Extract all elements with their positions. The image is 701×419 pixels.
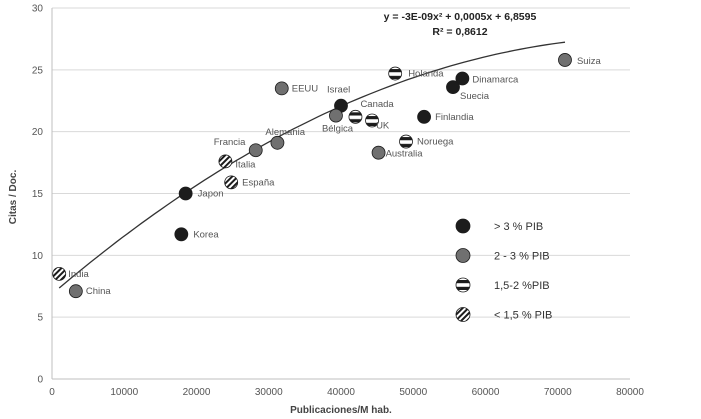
point-noruega: [399, 134, 413, 149]
y-tick-label: 30: [32, 4, 44, 15]
label-israel: Israel: [327, 85, 350, 96]
label-francia: Francia: [214, 137, 246, 148]
label-finlandia: Finlandia: [435, 112, 474, 123]
legend: > 3 % PIB 2 - 3 % PIB 1,5-2 %PIB < 1,5 % PI…: [455, 218, 552, 322]
legend-label-b23: 2 - 3 % PIB: [494, 251, 550, 263]
y-tick-label: 15: [32, 189, 44, 200]
point-eeuu: [274, 81, 289, 96]
y-tick-label: 20: [32, 127, 44, 138]
label-suiza: Suiza: [577, 56, 601, 67]
point-china: [68, 284, 83, 299]
label-japon: Japon: [198, 189, 224, 200]
legend-label-lt15: < 1,5 % PIB: [494, 310, 552, 322]
axes: [51, 8, 630, 380]
y-tick-label: 10: [32, 251, 44, 262]
label-italia: Italia: [235, 159, 256, 170]
x-tick-label: 60000: [472, 387, 500, 398]
label-eeuu: EEUU: [292, 83, 319, 94]
point-francia: [248, 143, 263, 158]
y-tick-label: 0: [37, 375, 43, 386]
legend-marker-b152: [455, 277, 471, 293]
x-tick-label: 0: [49, 387, 55, 398]
point-japon: [178, 186, 193, 201]
y-tick-label: 5: [37, 313, 43, 324]
trendline: [58, 41, 566, 289]
legend-marker-lt15: [455, 307, 471, 322]
y-tick-label: 25: [32, 65, 44, 76]
x-tick-label: 40000: [327, 387, 355, 398]
point-italia: [218, 154, 233, 169]
point-india: [52, 266, 67, 281]
label-india: India: [68, 269, 89, 280]
data-points: [52, 53, 572, 299]
legend-marker-gt3: [455, 218, 471, 234]
point-finlandia: [417, 109, 431, 124]
point-holanda: [388, 66, 403, 81]
point-alemania: [270, 135, 285, 150]
label-suecia: Suecia: [460, 91, 490, 102]
legend-marker-b23: [455, 248, 471, 263]
y-axis-title: Citas / Doc.: [8, 170, 19, 225]
point-españa: [224, 175, 239, 190]
label-uk: UK: [376, 121, 390, 132]
x-tick-label: 50000: [399, 387, 427, 398]
legend-label-gt3: > 3 % PIB: [494, 221, 543, 233]
point-dinamarca: [455, 71, 470, 86]
label-holanda: Holanda: [408, 69, 444, 80]
x-axis-title: Publicaciones/M hab.: [290, 405, 392, 416]
point-canada: [348, 109, 363, 124]
label-noruega: Noruega: [417, 137, 454, 148]
trendline-r-squared: R² = 0,8612: [432, 26, 487, 38]
x-tick-label: 10000: [110, 387, 138, 398]
label-canada: Canada: [360, 99, 394, 110]
x-tick-label: 70000: [544, 387, 572, 398]
label-korea: Korea: [193, 229, 219, 240]
point-labels: India China Korea Japon Italia España Francia A…: [68, 56, 601, 297]
y-tick-labels: 0 5 10 15 20 25 30: [32, 4, 44, 386]
point-suecia: [446, 80, 460, 95]
label-españa: España: [242, 177, 275, 188]
label-china: China: [86, 286, 112, 297]
label-alemania: Alemania: [265, 127, 305, 138]
point-bélgica: [329, 108, 343, 123]
label-australia: Australia: [386, 149, 424, 160]
x-tick-labels: 0 10000 20000 30000 40000 50000 60000 70000 8000…: [49, 387, 644, 398]
label-dinamarca: Dinamarca: [472, 74, 519, 85]
label-bélgica: Bélgica: [322, 124, 354, 135]
gridlines: [52, 7, 630, 318]
x-tick-label: 80000: [616, 387, 644, 398]
point-uk: [365, 113, 379, 128]
trendline-equation: y = -3E-09x² + 0,0005x + 6,8595: [384, 11, 537, 23]
point-suiza: [558, 53, 572, 67]
point-australia: [371, 145, 386, 160]
x-tick-label: 20000: [183, 387, 211, 398]
point-korea: [174, 227, 189, 242]
x-tick-label: 30000: [255, 387, 283, 398]
legend-label-b152: 1,5-2 %PIB: [494, 280, 550, 292]
